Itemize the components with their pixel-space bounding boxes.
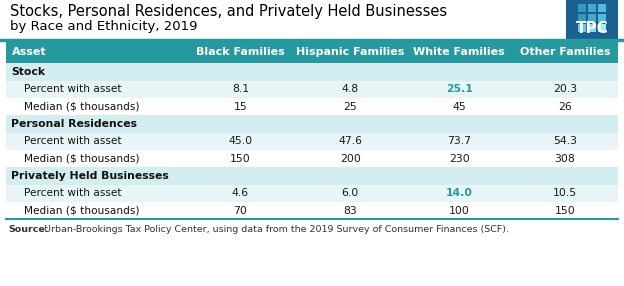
- Text: 200: 200: [340, 154, 361, 164]
- FancyBboxPatch shape: [6, 150, 618, 167]
- Text: TPC: TPC: [575, 21, 608, 36]
- FancyBboxPatch shape: [578, 24, 586, 32]
- FancyBboxPatch shape: [598, 24, 606, 32]
- FancyBboxPatch shape: [588, 4, 596, 12]
- FancyBboxPatch shape: [598, 14, 606, 22]
- Text: 54.3: 54.3: [553, 136, 577, 146]
- FancyBboxPatch shape: [6, 81, 618, 98]
- Text: 14.0: 14.0: [446, 188, 472, 198]
- Text: Asset: Asset: [12, 47, 47, 57]
- Text: Percent with asset: Percent with asset: [24, 136, 122, 146]
- Text: 15: 15: [233, 102, 247, 112]
- Text: Percent with asset: Percent with asset: [24, 84, 122, 94]
- Text: Urban-Brookings Tax Policy Center, using data from the 2019 Survey of Consumer F: Urban-Brookings Tax Policy Center, using…: [44, 225, 509, 233]
- Text: Median ($ thousands): Median ($ thousands): [24, 102, 140, 112]
- Text: 25: 25: [343, 102, 357, 112]
- Text: 25.1: 25.1: [446, 84, 472, 94]
- Text: 150: 150: [555, 206, 575, 215]
- FancyBboxPatch shape: [6, 115, 618, 133]
- Text: 20.3: 20.3: [553, 84, 577, 94]
- Text: Other Families: Other Families: [520, 47, 610, 57]
- Text: 150: 150: [230, 154, 251, 164]
- Text: by Race and Ethnicity, 2019: by Race and Ethnicity, 2019: [10, 20, 198, 33]
- Text: Black Families: Black Families: [196, 47, 285, 57]
- FancyBboxPatch shape: [6, 202, 618, 219]
- FancyBboxPatch shape: [6, 41, 618, 63]
- Text: 8.1: 8.1: [232, 84, 249, 94]
- FancyBboxPatch shape: [578, 14, 586, 22]
- Text: Percent with asset: Percent with asset: [24, 188, 122, 198]
- Text: Median ($ thousands): Median ($ thousands): [24, 206, 140, 215]
- Text: 308: 308: [555, 154, 575, 164]
- Text: 26: 26: [558, 102, 572, 112]
- FancyBboxPatch shape: [588, 14, 596, 22]
- Text: White Families: White Families: [413, 47, 505, 57]
- Text: 73.7: 73.7: [447, 136, 471, 146]
- Text: 47.6: 47.6: [338, 136, 363, 146]
- Text: Source:: Source:: [8, 225, 49, 233]
- FancyBboxPatch shape: [6, 167, 618, 185]
- Text: Hispanic Families: Hispanic Families: [296, 47, 404, 57]
- Text: Stocks, Personal Residences, and Privately Held Businesses: Stocks, Personal Residences, and Private…: [10, 4, 447, 19]
- Text: 83: 83: [343, 206, 357, 215]
- Text: 100: 100: [449, 206, 470, 215]
- FancyBboxPatch shape: [598, 4, 606, 12]
- Text: 4.8: 4.8: [342, 84, 359, 94]
- FancyBboxPatch shape: [6, 185, 618, 202]
- Text: 70: 70: [233, 206, 247, 215]
- Text: 230: 230: [449, 154, 470, 164]
- Text: 45: 45: [452, 102, 466, 112]
- Text: Personal Residences: Personal Residences: [11, 119, 137, 129]
- Text: Median ($ thousands): Median ($ thousands): [24, 154, 140, 164]
- FancyBboxPatch shape: [6, 63, 618, 81]
- Text: 45.0: 45.0: [228, 136, 253, 146]
- FancyBboxPatch shape: [566, 0, 618, 42]
- FancyBboxPatch shape: [588, 24, 596, 32]
- FancyBboxPatch shape: [6, 98, 618, 115]
- Text: 10.5: 10.5: [553, 188, 577, 198]
- Text: Privately Held Businesses: Privately Held Businesses: [11, 171, 168, 181]
- FancyBboxPatch shape: [6, 133, 618, 150]
- FancyBboxPatch shape: [578, 4, 586, 12]
- Text: 6.0: 6.0: [341, 188, 359, 198]
- Text: 4.6: 4.6: [232, 188, 249, 198]
- Text: Stock: Stock: [11, 67, 45, 77]
